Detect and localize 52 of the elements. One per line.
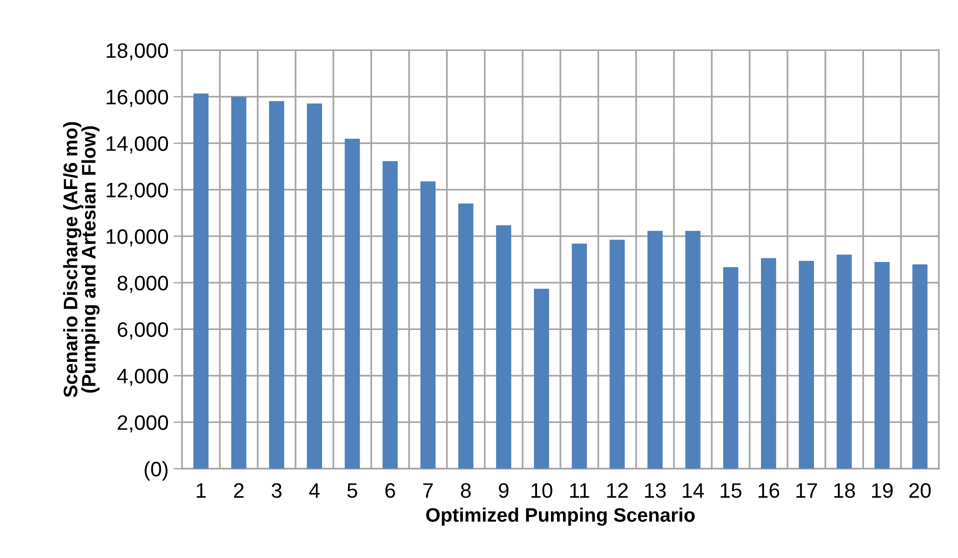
bar [344,138,360,469]
bar [685,230,700,469]
x-tick-label: 14 [682,483,704,498]
x-tick-label: 10 [532,483,552,498]
y-tick-label: 2,000 [118,415,168,432]
y-tick-label: 6,000 [118,322,168,340]
y-tick-label: (0) [144,461,168,481]
x-tick-label: 13 [645,483,666,498]
x-tick-label: 17 [796,483,817,498]
bar [269,101,284,469]
bar [193,93,209,469]
x-tick-label: 9 [498,483,508,498]
y-tick-label: 12,000 [106,182,168,200]
x-tick-label: 15 [720,483,742,498]
x-tick-label: 3 [272,483,282,498]
y-tick-label: 4,000 [117,368,168,386]
bar [874,262,890,469]
x-tick-label: 5 [347,483,358,498]
bar [420,181,436,469]
bar [760,258,776,469]
x-tick-label: 16 [758,483,780,498]
x-tick-label: 6 [385,483,396,498]
x-tick-label: 2 [234,483,244,498]
bar [382,161,398,469]
x-tick-label: 4 [309,483,320,498]
bar [231,96,246,469]
bar [836,254,852,469]
x-tick-label: 8 [460,483,471,498]
y-tick-label: 16,000 [106,90,168,107]
bar [912,264,928,469]
x-tick-label: 12 [607,483,628,498]
y-tick-label: 10,000 [106,229,168,246]
bar [572,244,587,469]
bar [534,288,550,469]
x-tick-label: 20 [909,483,931,498]
bar [647,230,663,469]
bar [458,203,474,469]
y-tick-label: 14,000 [106,136,168,154]
bar [306,103,322,469]
x-tick-label: 18 [834,483,855,498]
x-tick-label: 19 [872,483,893,498]
x-tick-label: 11 [570,483,590,498]
y-axis-title: Scenario Discharge (AF/6 mo) (Pumping and Artesian Flow) [63,122,100,398]
y-tick-label: 18,000 [106,43,168,60]
bar [723,267,738,469]
bar [496,225,512,469]
bar [610,240,625,469]
x-axis-title: Optimized Pumping Scenario [426,508,695,526]
x-tick-label: 1 [196,483,206,498]
bar [798,260,814,469]
y-tick-label: 8,000 [118,276,168,293]
x-tick-label: 7 [423,483,433,498]
